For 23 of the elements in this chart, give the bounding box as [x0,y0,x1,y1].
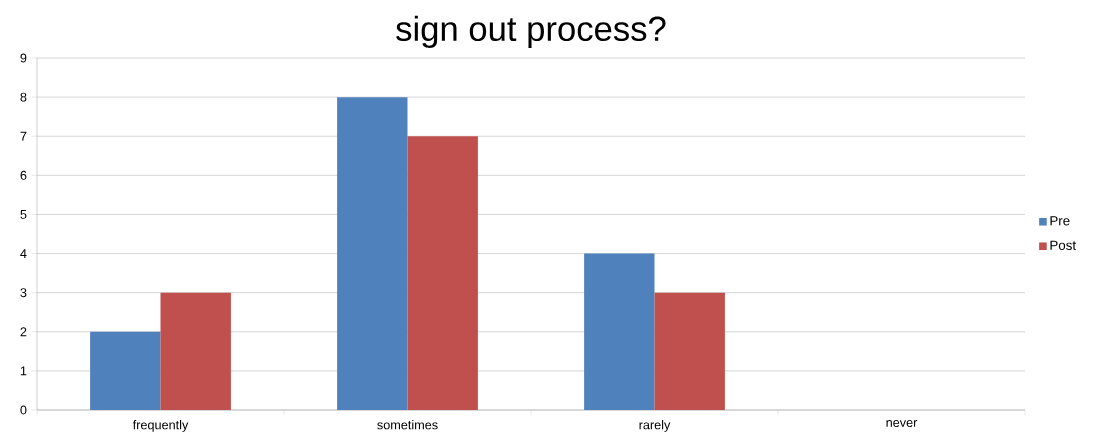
bar [407,136,478,410]
bar [160,292,231,410]
x-tick-label: sometimes [377,420,438,430]
bar [337,97,408,410]
legend-label: Post [1050,240,1076,250]
bar [654,292,725,410]
x-tick-label: frequently [132,420,189,432]
y-tick-label: 9 [20,53,27,63]
bar [90,331,161,410]
y-tick-label: 0 [20,405,27,415]
y-tick-label: 4 [20,249,27,258]
y-tick-label: 1 [20,366,27,376]
y-tick-label: 7 [20,131,27,141]
y-tick-label: 2 [20,327,27,337]
x-tick-label: rarely [639,420,671,432]
y-tick-label: 5 [20,210,27,219]
chart-title: sign out process? [396,15,666,48]
bar [584,253,655,410]
legend-label: Pre [1050,216,1070,226]
x-tick-label: never [886,420,918,427]
y-tick-label: 8 [20,92,27,102]
y-tick-label: 6 [20,170,27,180]
y-tick-label: 3 [20,288,27,298]
